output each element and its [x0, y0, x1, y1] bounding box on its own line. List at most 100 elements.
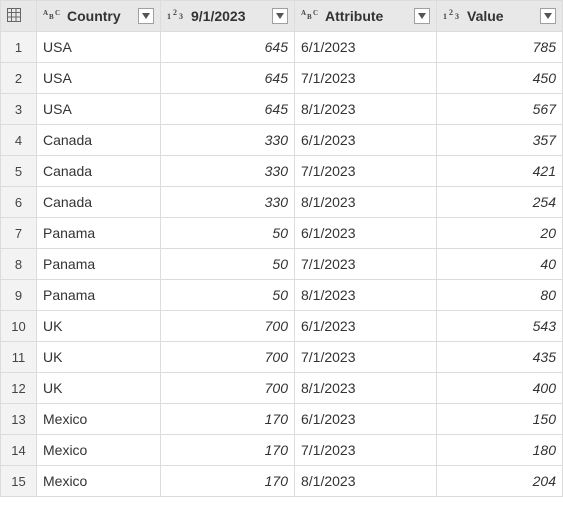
table-row[interactable]: 15Mexico1708/1/2023204 — [1, 466, 563, 497]
cell-sep[interactable]: 700 — [161, 311, 295, 342]
cell-sep[interactable]: 645 — [161, 32, 295, 63]
cell-country[interactable]: Panama — [37, 218, 161, 249]
row-number-cell[interactable]: 12 — [1, 373, 37, 404]
cell-attribute[interactable]: 6/1/2023 — [295, 404, 437, 435]
row-number-cell[interactable]: 9 — [1, 280, 37, 311]
cell-country[interactable]: Canada — [37, 125, 161, 156]
cell-value[interactable]: 357 — [437, 125, 563, 156]
cell-value[interactable]: 80 — [437, 280, 563, 311]
cell-sep[interactable]: 700 — [161, 342, 295, 373]
cell-attribute[interactable]: 7/1/2023 — [295, 63, 437, 94]
cell-value[interactable]: 785 — [437, 32, 563, 63]
table-row[interactable]: 7Panama506/1/202320 — [1, 218, 563, 249]
cell-country[interactable]: Panama — [37, 280, 161, 311]
table-row[interactable]: 4Canada3306/1/2023357 — [1, 125, 563, 156]
cell-attribute[interactable]: 7/1/2023 — [295, 435, 437, 466]
cell-sep[interactable]: 330 — [161, 156, 295, 187]
cell-value[interactable]: 20 — [437, 218, 563, 249]
cell-attribute[interactable]: 6/1/2023 — [295, 125, 437, 156]
cell-value[interactable]: 204 — [437, 466, 563, 497]
cell-attribute[interactable]: 7/1/2023 — [295, 249, 437, 280]
table-row[interactable]: 2USA6457/1/2023450 — [1, 63, 563, 94]
cell-attribute[interactable]: 7/1/2023 — [295, 342, 437, 373]
column-header-country[interactable]: A B C Country — [37, 1, 161, 32]
filter-dropdown-button[interactable] — [540, 8, 556, 24]
row-number-cell[interactable]: 2 — [1, 63, 37, 94]
row-number-cell[interactable]: 4 — [1, 125, 37, 156]
cell-value[interactable]: 450 — [437, 63, 563, 94]
cell-country[interactable]: Mexico — [37, 404, 161, 435]
cell-value[interactable]: 400 — [437, 373, 563, 404]
cell-country[interactable]: Canada — [37, 156, 161, 187]
cell-attribute[interactable]: 8/1/2023 — [295, 187, 437, 218]
table-row[interactable]: 13Mexico1706/1/2023150 — [1, 404, 563, 435]
cell-sep[interactable]: 50 — [161, 218, 295, 249]
cell-sep[interactable]: 170 — [161, 466, 295, 497]
table-row[interactable]: 12UK7008/1/2023400 — [1, 373, 563, 404]
row-number-cell[interactable]: 7 — [1, 218, 37, 249]
cell-value[interactable]: 543 — [437, 311, 563, 342]
cell-attribute[interactable]: 8/1/2023 — [295, 373, 437, 404]
cell-value[interactable]: 40 — [437, 249, 563, 280]
cell-attribute[interactable]: 6/1/2023 — [295, 218, 437, 249]
column-header-sep[interactable]: 1 2 3 9/1/2023 — [161, 1, 295, 32]
row-number-cell[interactable]: 6 — [1, 187, 37, 218]
table-row[interactable]: 11UK7007/1/2023435 — [1, 342, 563, 373]
cell-country[interactable]: UK — [37, 311, 161, 342]
cell-country[interactable]: Panama — [37, 249, 161, 280]
cell-sep[interactable]: 700 — [161, 373, 295, 404]
cell-attribute[interactable]: 6/1/2023 — [295, 32, 437, 63]
cell-value[interactable]: 150 — [437, 404, 563, 435]
table-row[interactable]: 10UK7006/1/2023543 — [1, 311, 563, 342]
table-row[interactable]: 14Mexico1707/1/2023180 — [1, 435, 563, 466]
cell-sep[interactable]: 170 — [161, 404, 295, 435]
cell-sep[interactable]: 50 — [161, 249, 295, 280]
cell-value[interactable]: 567 — [437, 94, 563, 125]
column-header-row: A B C Country — [1, 1, 563, 32]
row-number-cell[interactable]: 8 — [1, 249, 37, 280]
cell-country[interactable]: UK — [37, 373, 161, 404]
cell-attribute[interactable]: 8/1/2023 — [295, 280, 437, 311]
filter-dropdown-button[interactable] — [272, 8, 288, 24]
cell-sep[interactable]: 330 — [161, 187, 295, 218]
cell-sep[interactable]: 50 — [161, 280, 295, 311]
select-all-cell[interactable] — [1, 1, 37, 32]
cell-attribute[interactable]: 8/1/2023 — [295, 466, 437, 497]
cell-country[interactable]: USA — [37, 94, 161, 125]
cell-value[interactable]: 421 — [437, 156, 563, 187]
row-number-cell[interactable]: 3 — [1, 94, 37, 125]
filter-dropdown-button[interactable] — [414, 8, 430, 24]
cell-value[interactable]: 254 — [437, 187, 563, 218]
table-row[interactable]: 3USA6458/1/2023567 — [1, 94, 563, 125]
row-number-cell[interactable]: 14 — [1, 435, 37, 466]
table-row[interactable]: 1USA6456/1/2023785 — [1, 32, 563, 63]
cell-country[interactable]: USA — [37, 32, 161, 63]
cell-attribute[interactable]: 7/1/2023 — [295, 156, 437, 187]
cell-country[interactable]: Mexico — [37, 435, 161, 466]
filter-dropdown-button[interactable] — [138, 8, 154, 24]
cell-sep[interactable]: 170 — [161, 435, 295, 466]
row-number-cell[interactable]: 10 — [1, 311, 37, 342]
cell-attribute[interactable]: 6/1/2023 — [295, 311, 437, 342]
table-row[interactable]: 8Panama507/1/202340 — [1, 249, 563, 280]
table-row[interactable]: 6Canada3308/1/2023254 — [1, 187, 563, 218]
cell-country[interactable]: Mexico — [37, 466, 161, 497]
row-number-cell[interactable]: 13 — [1, 404, 37, 435]
cell-sep[interactable]: 330 — [161, 125, 295, 156]
row-number-cell[interactable]: 5 — [1, 156, 37, 187]
column-header-value[interactable]: 1 2 3 Value — [437, 1, 563, 32]
cell-sep[interactable]: 645 — [161, 94, 295, 125]
cell-attribute[interactable]: 8/1/2023 — [295, 94, 437, 125]
cell-country[interactable]: Canada — [37, 187, 161, 218]
row-number-cell[interactable]: 11 — [1, 342, 37, 373]
cell-country[interactable]: USA — [37, 63, 161, 94]
cell-country[interactable]: UK — [37, 342, 161, 373]
column-header-attribute[interactable]: A B C Attribute — [295, 1, 437, 32]
cell-value[interactable]: 435 — [437, 342, 563, 373]
cell-sep[interactable]: 645 — [161, 63, 295, 94]
cell-value[interactable]: 180 — [437, 435, 563, 466]
row-number-cell[interactable]: 1 — [1, 32, 37, 63]
table-row[interactable]: 5Canada3307/1/2023421 — [1, 156, 563, 187]
table-row[interactable]: 9Panama508/1/202380 — [1, 280, 563, 311]
row-number-cell[interactable]: 15 — [1, 466, 37, 497]
